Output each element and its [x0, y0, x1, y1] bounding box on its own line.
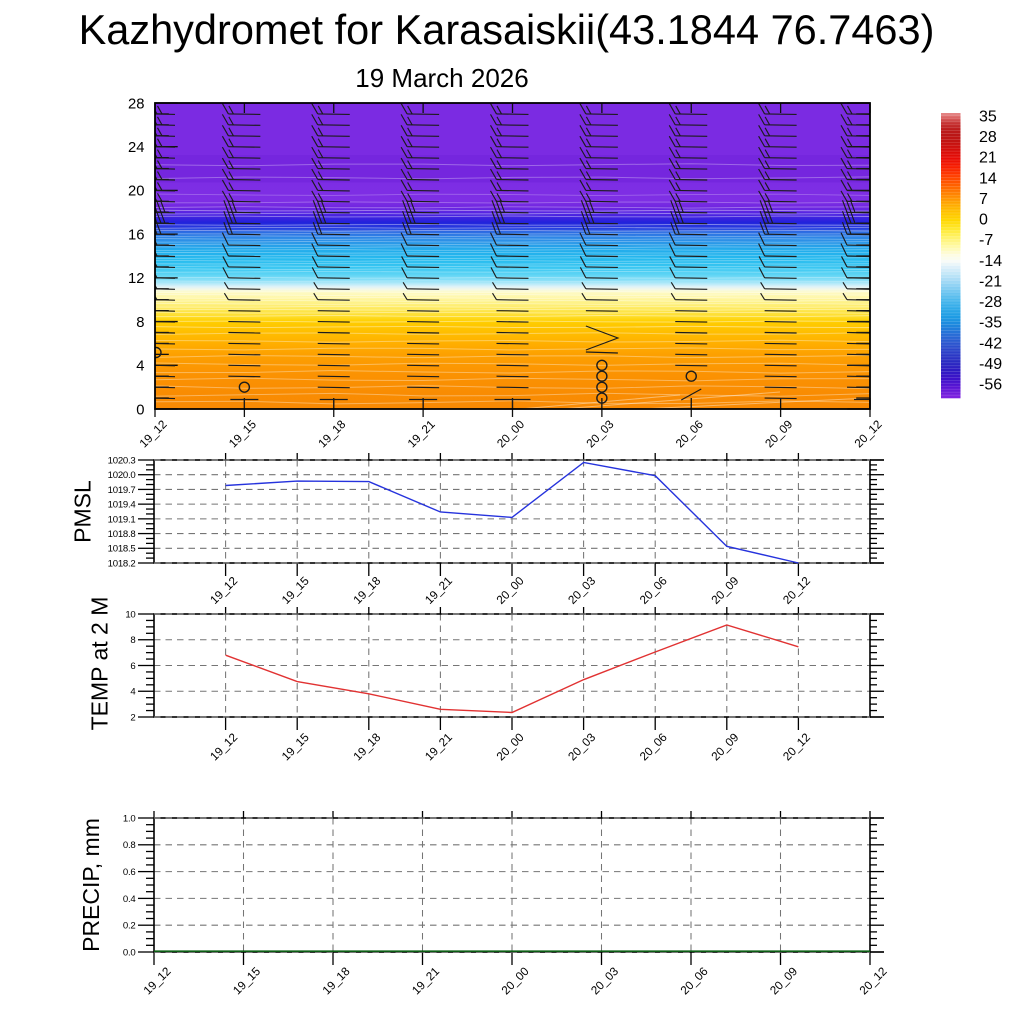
svg-text:7: 7	[979, 191, 988, 208]
svg-text:28: 28	[128, 96, 144, 112]
svg-text:-21: -21	[979, 273, 1002, 290]
svg-text:6: 6	[130, 661, 135, 672]
svg-text:-42: -42	[979, 335, 1002, 352]
svg-text:0: 0	[136, 402, 144, 418]
svg-text:1018.5: 1018.5	[108, 544, 136, 555]
svg-text:20_06: 20_06	[637, 730, 670, 763]
svg-text:28: 28	[979, 129, 997, 146]
svg-text:19_15: 19_15	[230, 964, 263, 997]
svg-text:12: 12	[128, 271, 144, 287]
svg-text:19_12: 19_12	[207, 574, 240, 607]
svg-text:19_15: 19_15	[279, 730, 312, 763]
svg-text:20_09: 20_09	[767, 964, 800, 997]
svg-text:19_18: 19_18	[350, 730, 383, 763]
svg-text:19_12: 19_12	[137, 417, 170, 450]
svg-text:1019.1: 1019.1	[108, 514, 136, 525]
svg-text:-14: -14	[979, 253, 1002, 270]
svg-text:-56: -56	[979, 377, 1002, 394]
svg-text:1020.3: 1020.3	[108, 455, 136, 466]
svg-text:1.0: 1.0	[123, 813, 136, 824]
svg-text:-35: -35	[979, 315, 1002, 332]
svg-text:14: 14	[979, 170, 997, 187]
svg-text:0.2: 0.2	[123, 921, 136, 932]
svg-text:16: 16	[128, 227, 144, 243]
svg-text:2: 2	[130, 712, 135, 723]
svg-text:-7: -7	[979, 232, 993, 249]
svg-text:TEMP at 2 M: TEMP at 2 M	[87, 597, 113, 731]
svg-text:19_18: 19_18	[350, 573, 383, 606]
svg-text:1018.8: 1018.8	[108, 529, 136, 540]
svg-text:20_00: 20_00	[494, 573, 527, 606]
svg-text:20_09: 20_09	[708, 574, 741, 607]
svg-text:24: 24	[128, 140, 144, 156]
svg-text:20_12: 20_12	[857, 964, 890, 997]
svg-text:19_21: 19_21	[422, 730, 455, 763]
svg-text:20_12: 20_12	[780, 730, 813, 763]
svg-text:20_06: 20_06	[673, 417, 706, 450]
svg-text:20_03: 20_03	[588, 964, 621, 997]
svg-text:19_12: 19_12	[207, 730, 240, 763]
svg-text:35: 35	[979, 109, 997, 126]
svg-text:4: 4	[136, 359, 144, 375]
svg-text:20_03: 20_03	[565, 573, 598, 606]
svg-text:19_21: 19_21	[405, 417, 438, 450]
svg-text:0.8: 0.8	[123, 840, 136, 851]
svg-text:1019.4: 1019.4	[108, 500, 137, 511]
svg-text:8: 8	[130, 635, 135, 646]
svg-text:20_03: 20_03	[583, 417, 616, 450]
svg-text:19_18: 19_18	[320, 964, 353, 997]
svg-text:19_15: 19_15	[279, 573, 312, 606]
svg-text:19 March 2026: 19 March 2026	[355, 63, 528, 93]
svg-text:-28: -28	[979, 294, 1002, 311]
svg-text:0.4: 0.4	[123, 894, 137, 905]
svg-text:20: 20	[128, 184, 144, 200]
svg-text:1019.7: 1019.7	[108, 485, 136, 496]
svg-text:20_00: 20_00	[494, 417, 527, 450]
svg-text:19_18: 19_18	[315, 417, 348, 450]
svg-text:0.0: 0.0	[123, 947, 136, 958]
svg-text:-49: -49	[979, 356, 1002, 373]
svg-text:PRECIP, mm: PRECIP, mm	[78, 818, 104, 952]
svg-text:19_12: 19_12	[141, 964, 174, 997]
svg-text:20_03: 20_03	[565, 730, 598, 763]
svg-text:21: 21	[979, 150, 997, 167]
svg-text:20_12: 20_12	[780, 574, 813, 607]
svg-text:0: 0	[979, 212, 988, 229]
svg-text:8: 8	[136, 315, 144, 331]
svg-text:20_06: 20_06	[678, 964, 711, 997]
svg-text:20_00: 20_00	[494, 730, 527, 763]
svg-text:20_00: 20_00	[499, 964, 532, 997]
svg-text:19_21: 19_21	[409, 964, 442, 997]
svg-text:1018.2: 1018.2	[108, 558, 136, 569]
svg-text:20_12: 20_12	[852, 417, 885, 450]
svg-text:20_06: 20_06	[637, 573, 670, 606]
svg-text:19_15: 19_15	[226, 417, 259, 450]
svg-text:20_09: 20_09	[762, 417, 795, 450]
svg-text:10: 10	[125, 609, 135, 620]
svg-text:0.6: 0.6	[123, 867, 136, 878]
svg-text:1020.0: 1020.0	[108, 470, 136, 481]
svg-text:PMSL: PMSL	[70, 480, 96, 543]
svg-text:20_09: 20_09	[708, 730, 741, 763]
svg-text:Kazhydromet for Karasaiskii(43: Kazhydromet for Karasaiskii(43.1844 76.7…	[79, 6, 935, 53]
svg-text:4: 4	[130, 687, 136, 698]
svg-text:19_21: 19_21	[422, 574, 455, 607]
